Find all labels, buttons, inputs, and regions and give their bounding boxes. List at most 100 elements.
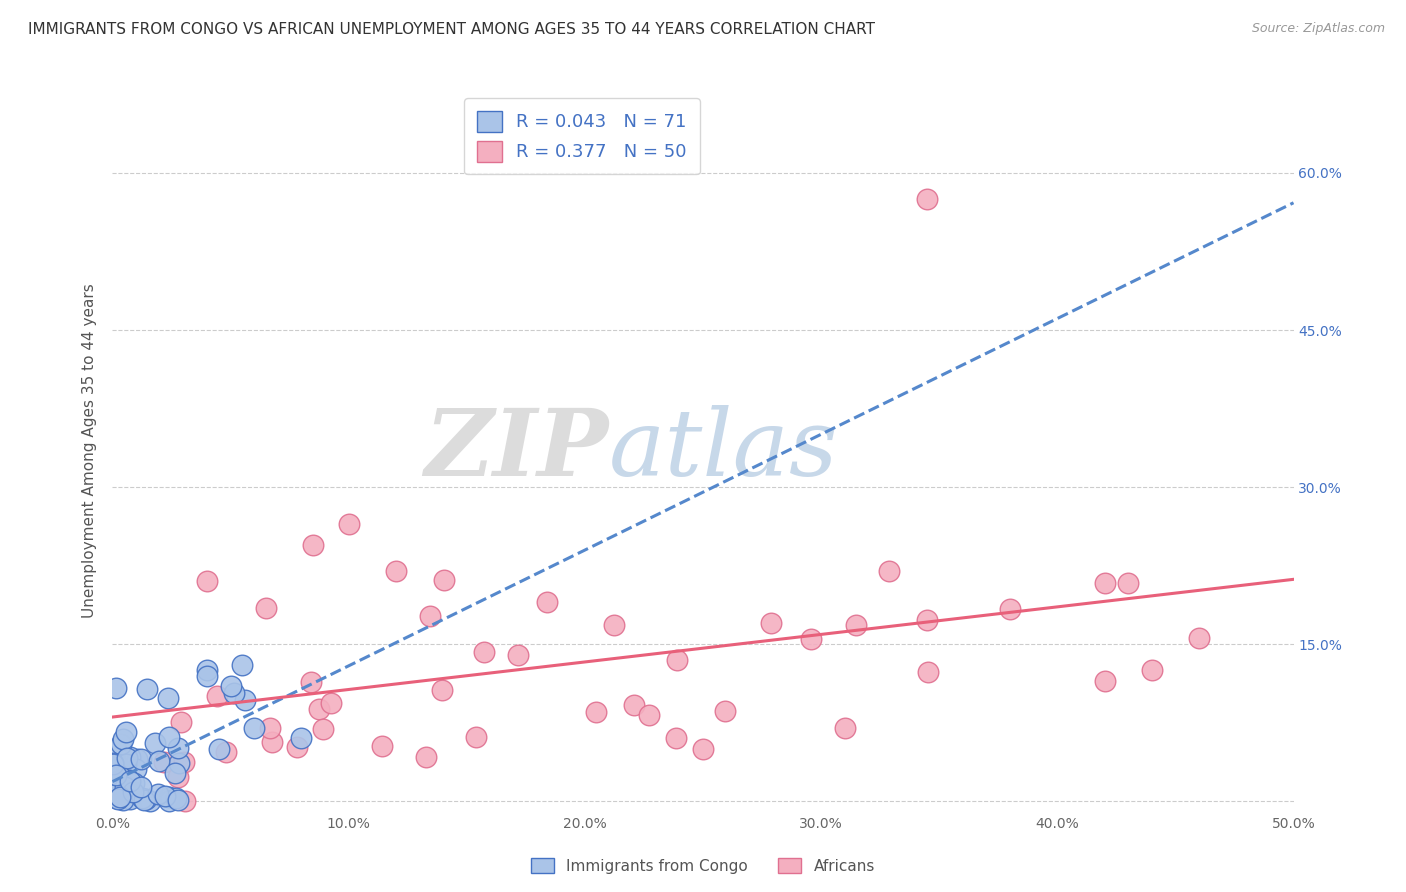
Point — [879, 564, 901, 578]
Point — [195, 664, 218, 678]
Point — [139, 794, 162, 808]
Point — [761, 616, 783, 631]
Point — [105, 768, 128, 782]
Point — [104, 787, 127, 801]
Point — [157, 730, 180, 744]
Point — [108, 767, 131, 781]
Point — [107, 792, 129, 806]
Point — [174, 794, 197, 808]
Point — [419, 608, 441, 623]
Point — [337, 516, 360, 531]
Point — [167, 793, 190, 807]
Text: Source: ZipAtlas.com: Source: ZipAtlas.com — [1251, 22, 1385, 36]
Point — [603, 617, 626, 632]
Point — [103, 789, 125, 803]
Point — [464, 730, 486, 744]
Point — [105, 791, 128, 805]
Point — [114, 780, 136, 795]
Point — [105, 742, 128, 756]
Point — [157, 790, 180, 805]
Point — [103, 780, 125, 794]
Point — [917, 613, 939, 627]
Text: atlas: atlas — [609, 406, 838, 495]
Point — [105, 762, 128, 776]
Point — [319, 696, 342, 710]
Point — [834, 721, 856, 735]
Point — [205, 690, 228, 704]
Point — [1094, 576, 1116, 591]
Point — [285, 740, 308, 755]
Point — [167, 770, 190, 784]
Legend: Immigrants from Congo, Africans: Immigrants from Congo, Africans — [524, 852, 882, 880]
Legend: R = 0.043   N = 71, R = 0.377   N = 50: R = 0.043 N = 71, R = 0.377 N = 50 — [464, 98, 700, 174]
Point — [302, 538, 325, 552]
Point — [259, 721, 281, 735]
Point — [585, 705, 607, 719]
Point — [115, 724, 138, 739]
Point — [131, 791, 153, 805]
Point — [103, 784, 125, 798]
Point — [108, 768, 131, 782]
Point — [1094, 673, 1116, 688]
Point — [243, 721, 266, 735]
Point — [153, 756, 176, 770]
Point — [120, 784, 142, 798]
Point — [430, 683, 453, 698]
Point — [714, 705, 737, 719]
Point — [110, 773, 132, 788]
Point — [308, 702, 330, 716]
Point — [800, 632, 823, 646]
Point — [254, 601, 277, 615]
Y-axis label: Unemployment Among Ages 35 to 44 years: Unemployment Among Ages 35 to 44 years — [82, 283, 97, 618]
Point — [135, 792, 157, 806]
Point — [299, 675, 322, 690]
Point — [1140, 664, 1163, 678]
Point — [692, 742, 714, 756]
Point — [125, 762, 148, 776]
Point — [110, 737, 132, 751]
Point — [108, 789, 131, 804]
Point — [665, 731, 688, 746]
Point — [163, 765, 186, 780]
Point — [101, 760, 124, 774]
Point — [385, 564, 408, 578]
Point — [173, 756, 195, 770]
Point — [219, 679, 242, 693]
Point — [120, 776, 142, 790]
Point — [146, 788, 169, 802]
Point — [143, 736, 166, 750]
Point — [415, 750, 437, 764]
Point — [112, 731, 135, 746]
Point — [118, 774, 141, 789]
Point — [917, 665, 939, 679]
Point — [195, 574, 218, 589]
Point — [536, 595, 558, 609]
Point — [666, 653, 689, 667]
Point — [208, 742, 231, 756]
Point — [157, 794, 180, 808]
Point — [129, 751, 152, 765]
Point — [233, 693, 256, 707]
Point — [131, 780, 153, 795]
Point — [122, 785, 145, 799]
Point — [132, 793, 155, 807]
Point — [215, 745, 238, 759]
Point — [167, 756, 190, 770]
Point — [127, 752, 149, 766]
Point — [105, 775, 128, 789]
Point — [101, 757, 124, 772]
Point — [1188, 632, 1211, 646]
Point — [105, 782, 128, 797]
Point — [231, 658, 253, 673]
Point — [112, 792, 135, 806]
Point — [115, 756, 138, 771]
Point — [155, 789, 177, 803]
Point — [117, 751, 139, 765]
Point — [165, 791, 187, 805]
Point — [167, 740, 190, 755]
Point — [433, 573, 456, 587]
Point — [157, 691, 180, 706]
Point — [638, 708, 661, 723]
Point — [222, 686, 245, 700]
Point — [170, 715, 193, 730]
